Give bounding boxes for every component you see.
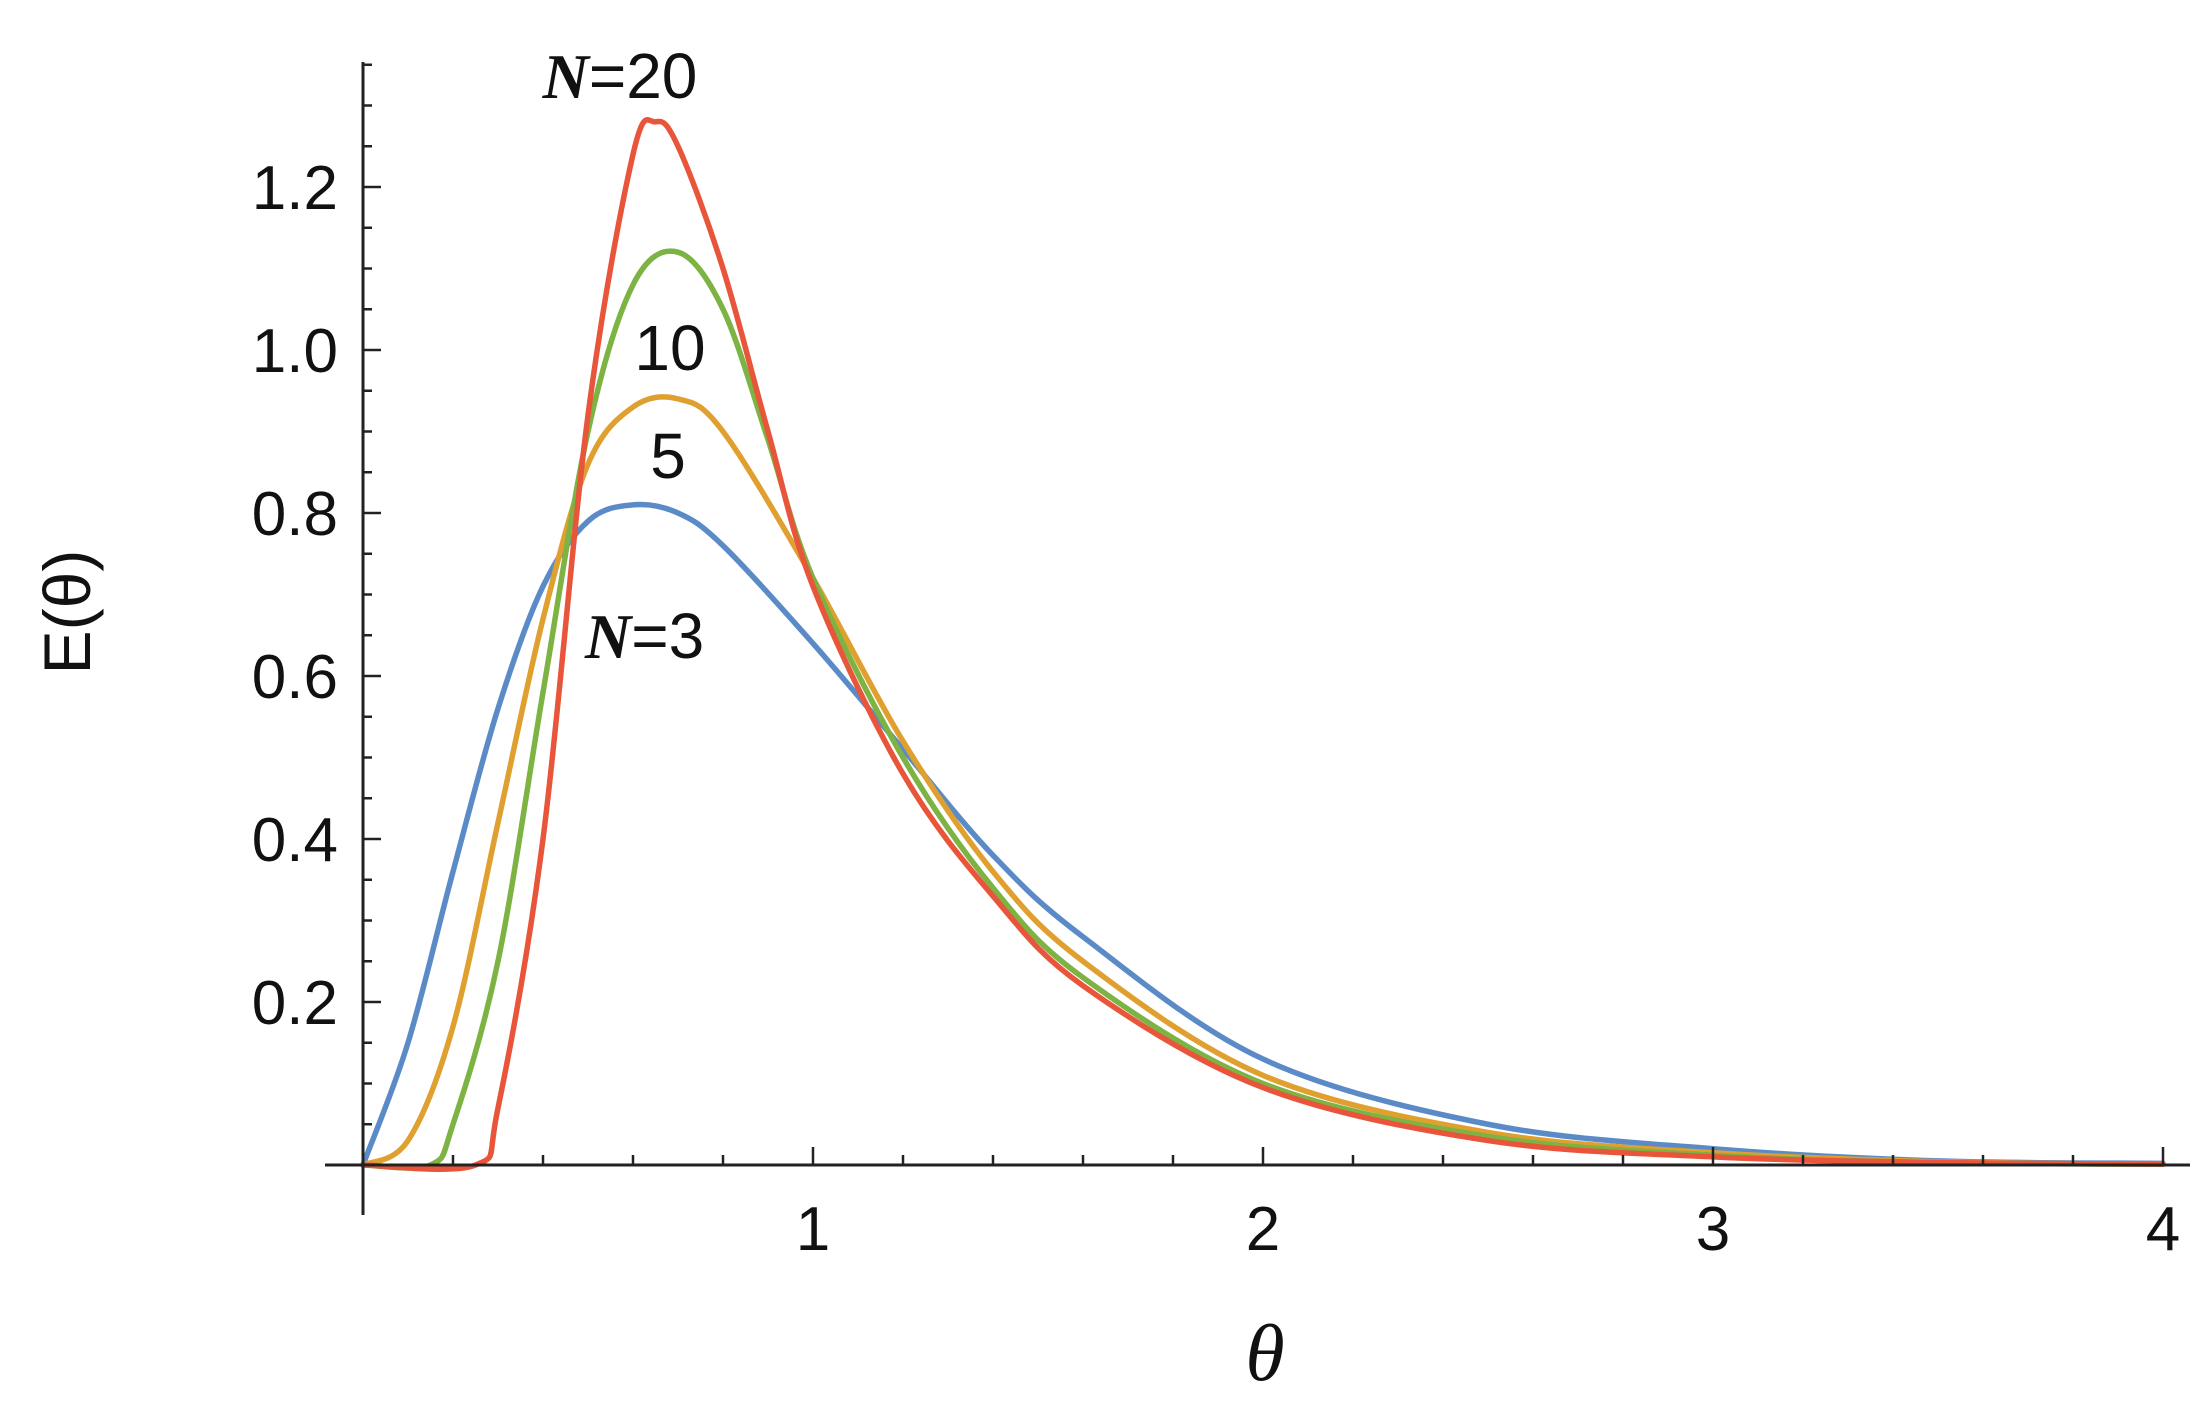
y-tick-label: 0.2 <box>252 969 338 1038</box>
x-tick-label: 4 <box>2146 1195 2180 1264</box>
y-tick-label: 0.6 <box>252 643 338 712</box>
x-tick-label: 1 <box>796 1195 830 1264</box>
y-tick-label: 0.8 <box>252 480 338 549</box>
series-line-2 <box>360 248 2166 1171</box>
x-tick-label: 3 <box>1696 1195 1730 1264</box>
x-axis-title: θ <box>1245 1310 1284 1398</box>
series-label-0: N=3 <box>584 600 704 672</box>
series-label-3: N=20 <box>542 40 698 112</box>
y-tick-label: 1.2 <box>252 154 338 223</box>
y-tick-label: 0.4 <box>252 806 338 875</box>
axes: 1 2 3 4 0.2 0.4 0.6 0.8 1.0 1.2 <box>252 62 2190 1264</box>
y-axis-title: E(θ) <box>30 550 104 675</box>
series-label-2: 10 <box>634 312 705 384</box>
series-curves <box>360 117 2166 1172</box>
x-tick-label: 2 <box>1246 1195 1280 1264</box>
series-line-1 <box>360 394 2166 1168</box>
y-tick-label: 1.0 <box>252 317 338 386</box>
series-label-1: 5 <box>650 420 686 492</box>
series-labels: N=3 5 10 N=20 <box>542 40 706 672</box>
series-line-3 <box>360 117 2166 1172</box>
